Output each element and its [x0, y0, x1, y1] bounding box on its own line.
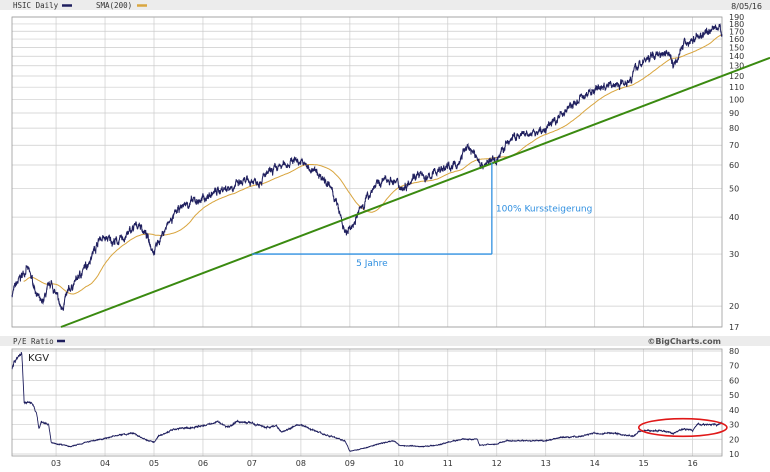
y-tick-label: 70: [729, 141, 739, 150]
y-tick-label: 30: [729, 250, 739, 259]
lower-plot-frame: [11, 348, 723, 457]
y-tick-label: 10: [729, 450, 739, 459]
pe-line: [11, 352, 723, 452]
main-plot-frame: [11, 16, 723, 328]
y-tick-label: 80: [729, 124, 739, 133]
x-tick-label: 07: [247, 459, 257, 468]
y-tick-label: 140: [729, 52, 744, 61]
x-tick-label: 03: [51, 459, 61, 468]
lower-header-bar: [0, 336, 770, 346]
y-tick-label: 120: [729, 72, 744, 81]
x-tick-label: 10: [394, 459, 404, 468]
y-tick-label: 70: [729, 362, 739, 371]
five-year-label: 5 Jahre: [356, 259, 388, 269]
sma-line: [23, 34, 723, 295]
lower-y-axis: 10 20 30 40 50 60 70 80: [729, 347, 739, 459]
x-tick-label: 06: [198, 459, 208, 468]
y-tick-label: 20: [729, 302, 739, 311]
y-tick-label: 60: [729, 161, 739, 170]
x-tick-label: 11: [443, 459, 453, 468]
x-tick-label: 13: [541, 459, 551, 468]
y-tick-label: 60: [729, 376, 739, 385]
y-tick-label: 80: [729, 347, 739, 356]
y-tick-label: 40: [729, 406, 739, 415]
highlight-ellipse: [637, 417, 728, 438]
x-tick-label: 04: [100, 459, 110, 468]
price-increase-label: 100% Kurssteigerung: [496, 204, 592, 214]
main-header-bar: [0, 0, 770, 10]
x-tick-label: 05: [149, 459, 159, 468]
x-tick-label: 16: [688, 459, 698, 468]
y-tick-label: 160: [729, 35, 744, 44]
y-tick-label: 180: [729, 20, 744, 29]
x-tick-label: 09: [345, 459, 355, 468]
y-tick-label: 110: [729, 83, 744, 92]
y-tick-label: 150: [729, 43, 744, 52]
y-tick-label: 20: [729, 435, 739, 444]
ticker-legend: HSIC Daily: [13, 1, 59, 10]
y-tick-label: 40: [729, 213, 739, 222]
y-tick-label: 50: [729, 391, 739, 400]
x-tick-label: 14: [590, 459, 600, 468]
x-axis: 03 04 05 06 07 08 09 10 11 12 13 14 15 16: [51, 459, 698, 468]
x-tick-label: 15: [639, 459, 649, 468]
main-y-axis: 1720304050607080901001101201301401501601…: [729, 13, 744, 332]
y-tick-label: 130: [729, 62, 744, 71]
price-line: [11, 22, 723, 311]
trend-line: [60, 56, 770, 328]
y-tick-label: 90: [729, 109, 739, 118]
y-tick-label: 17: [729, 323, 739, 332]
chart-date: 8/05/16: [731, 2, 762, 11]
main-grid: [12, 16, 722, 328]
lower-grid: [12, 349, 722, 456]
sma-legend: SMA(200): [96, 1, 132, 10]
y-tick-label: 170: [729, 27, 744, 36]
y-tick-label: 100: [729, 95, 744, 104]
y-tick-label: 30: [729, 421, 739, 430]
x-tick-label: 12: [492, 459, 502, 468]
pe-legend: P/E Ratio: [13, 337, 54, 346]
y-tick-label: 50: [729, 184, 739, 193]
y-tick-label: 190: [729, 13, 744, 22]
x-tick-label: 08: [296, 459, 306, 468]
bigcharts-brand: ©BigCharts.com: [647, 337, 721, 346]
kgv-label: KGV: [28, 353, 49, 364]
